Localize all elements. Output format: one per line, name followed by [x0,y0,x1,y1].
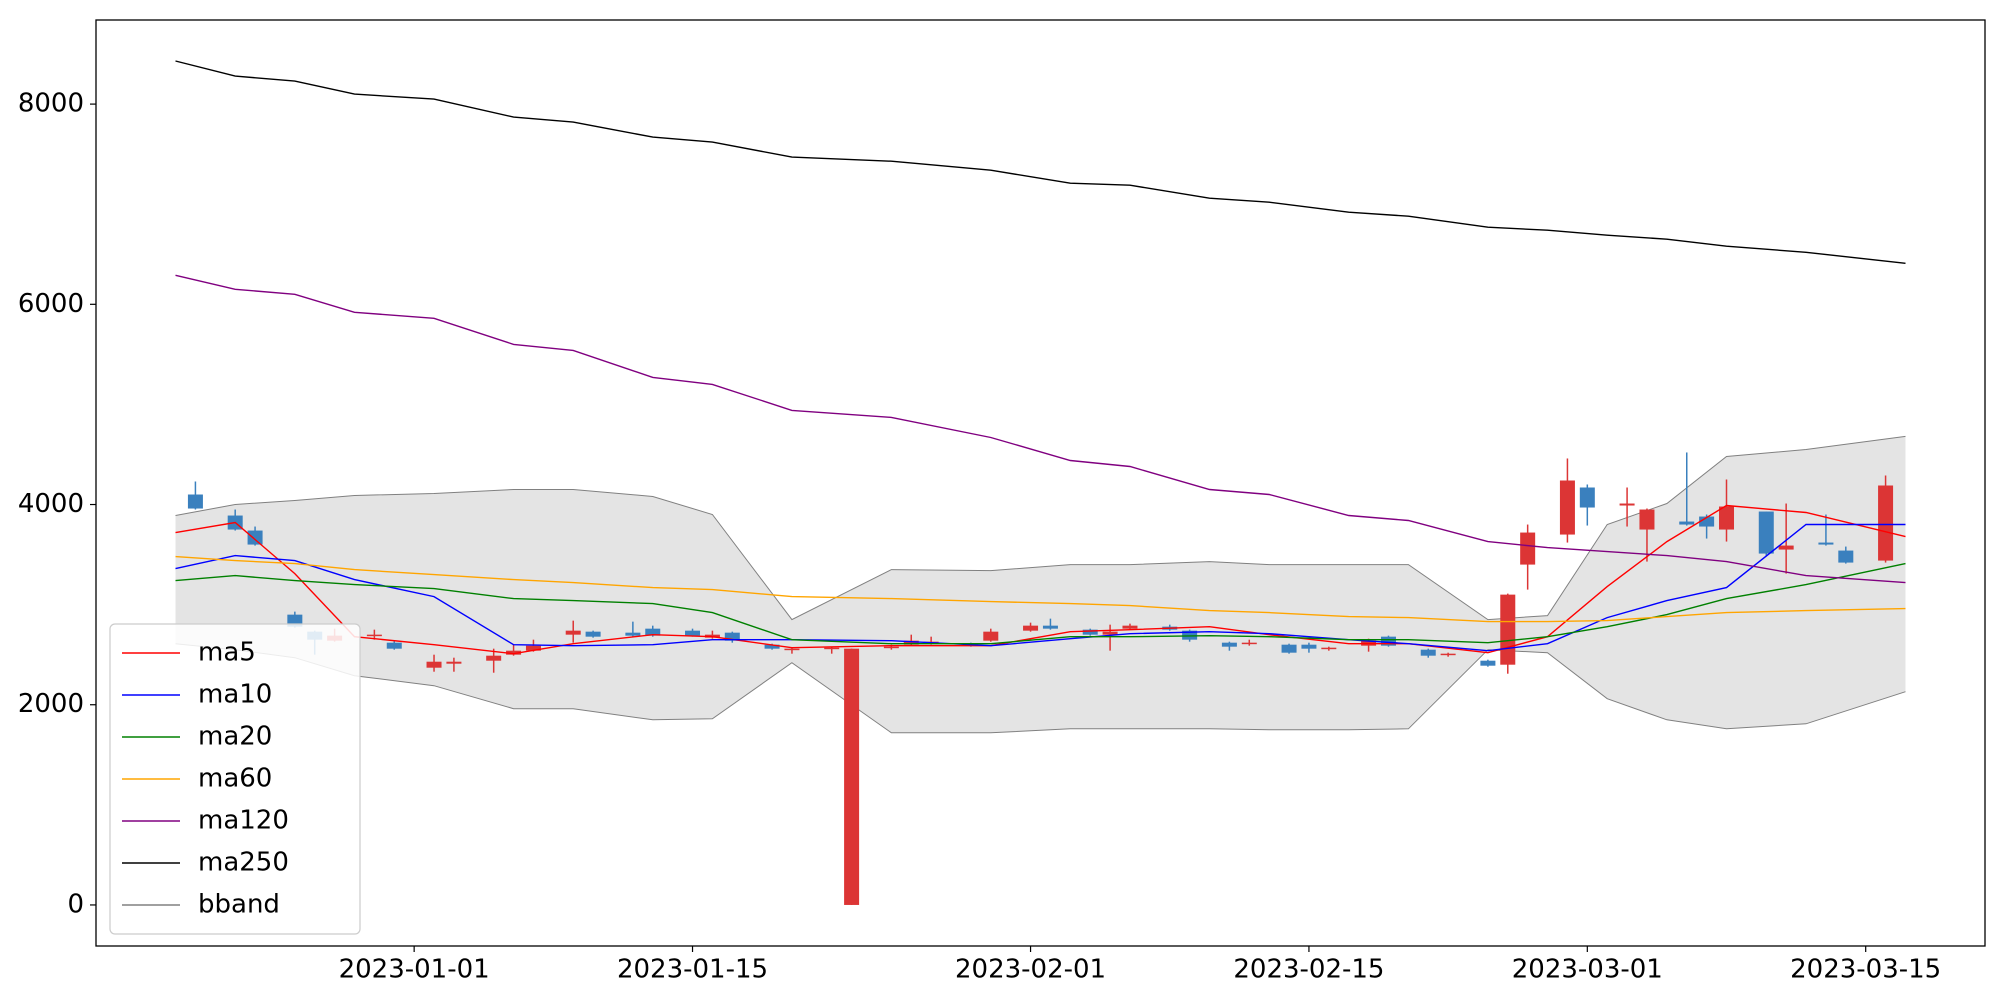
x-tick-label: 2023-02-01 [955,955,1106,985]
candle-body [525,645,541,651]
candle-body [247,530,263,545]
candle-body [366,634,382,637]
candle-body [685,630,701,636]
candle-body [1122,625,1138,629]
candle-body [187,494,203,509]
x-tick-label: 2023-03-01 [1512,955,1663,985]
candle-body [824,647,840,650]
candle-body [1758,511,1774,554]
candle-body [844,648,860,905]
candle-body [1301,644,1317,649]
candle-body [1023,625,1039,631]
candle-body [724,632,740,641]
legend-label: ma20 [198,722,272,752]
candle-body [645,628,661,636]
candle-body [1321,647,1337,650]
candle-body [1380,636,1396,646]
candle-body [983,631,999,641]
x-tick-label: 2023-01-15 [617,955,768,985]
candle-body [1241,642,1257,645]
candle-body [1778,545,1794,550]
candle-body [1818,542,1834,545]
candle-body [1500,594,1516,665]
legend-label: ma250 [198,848,289,878]
ma-line [175,60,1906,264]
candle-body [506,650,522,655]
candle-body [883,646,899,649]
y-tick-label: 8000 [18,89,84,119]
candle-body [1619,503,1635,506]
candle-body [1042,625,1058,629]
band-upper [175,435,1906,621]
candle-body [1719,506,1735,530]
candle-body [1082,629,1098,635]
candle-body [565,630,581,635]
candle-body [1520,532,1536,565]
y-tick-label: 2000 [18,689,84,719]
y-tick-label: 4000 [18,489,84,519]
legend-label: ma120 [198,806,289,836]
legend-label: ma60 [198,764,272,794]
ma-line [175,523,1906,652]
y-tick-label: 0 [67,889,84,919]
candle-body [784,648,800,651]
ma-line [175,274,1906,584]
candle-body [1440,653,1456,656]
legend-label: ma5 [198,638,256,668]
candle-body [1878,485,1894,561]
candle-body [903,640,919,645]
candle-body [1679,521,1695,525]
candle-body [486,655,502,661]
legend-label: bband [198,890,280,920]
candle-body [1699,516,1715,527]
candle-body [1420,649,1436,656]
candle-body [585,631,601,637]
legend-label: ma10 [198,680,272,710]
candle-body [386,642,402,649]
candle-body [1281,644,1297,653]
x-tick-label: 2023-01-01 [339,955,490,985]
x-tick-label: 2023-03-15 [1790,955,1941,985]
candle-body [764,644,780,649]
candle-body [1579,487,1595,508]
candle-body [625,632,641,636]
candle-body [1639,509,1655,530]
ma-line [175,555,1906,623]
band-lower [175,643,1906,734]
ma-line [175,562,1906,645]
band-area [175,436,1906,733]
candle-body [1182,630,1198,640]
candle-body [1102,631,1118,635]
x-tick-label: 2023-02-15 [1233,955,1384,985]
candle-body [1559,480,1575,535]
candle-body [426,661,442,668]
y-tick-label: 6000 [18,289,84,319]
candle-body [446,661,462,664]
legend-box [109,623,361,935]
plot-frame [95,19,1986,947]
candle-body [1221,642,1237,647]
ma-line [175,504,1906,655]
candle-body [1838,550,1854,563]
candle-body [1480,660,1496,666]
